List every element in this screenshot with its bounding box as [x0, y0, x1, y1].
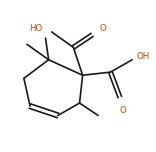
- Text: O: O: [119, 106, 126, 115]
- Text: HO: HO: [29, 24, 42, 33]
- Text: O: O: [100, 24, 106, 33]
- Text: OH: OH: [137, 52, 150, 61]
